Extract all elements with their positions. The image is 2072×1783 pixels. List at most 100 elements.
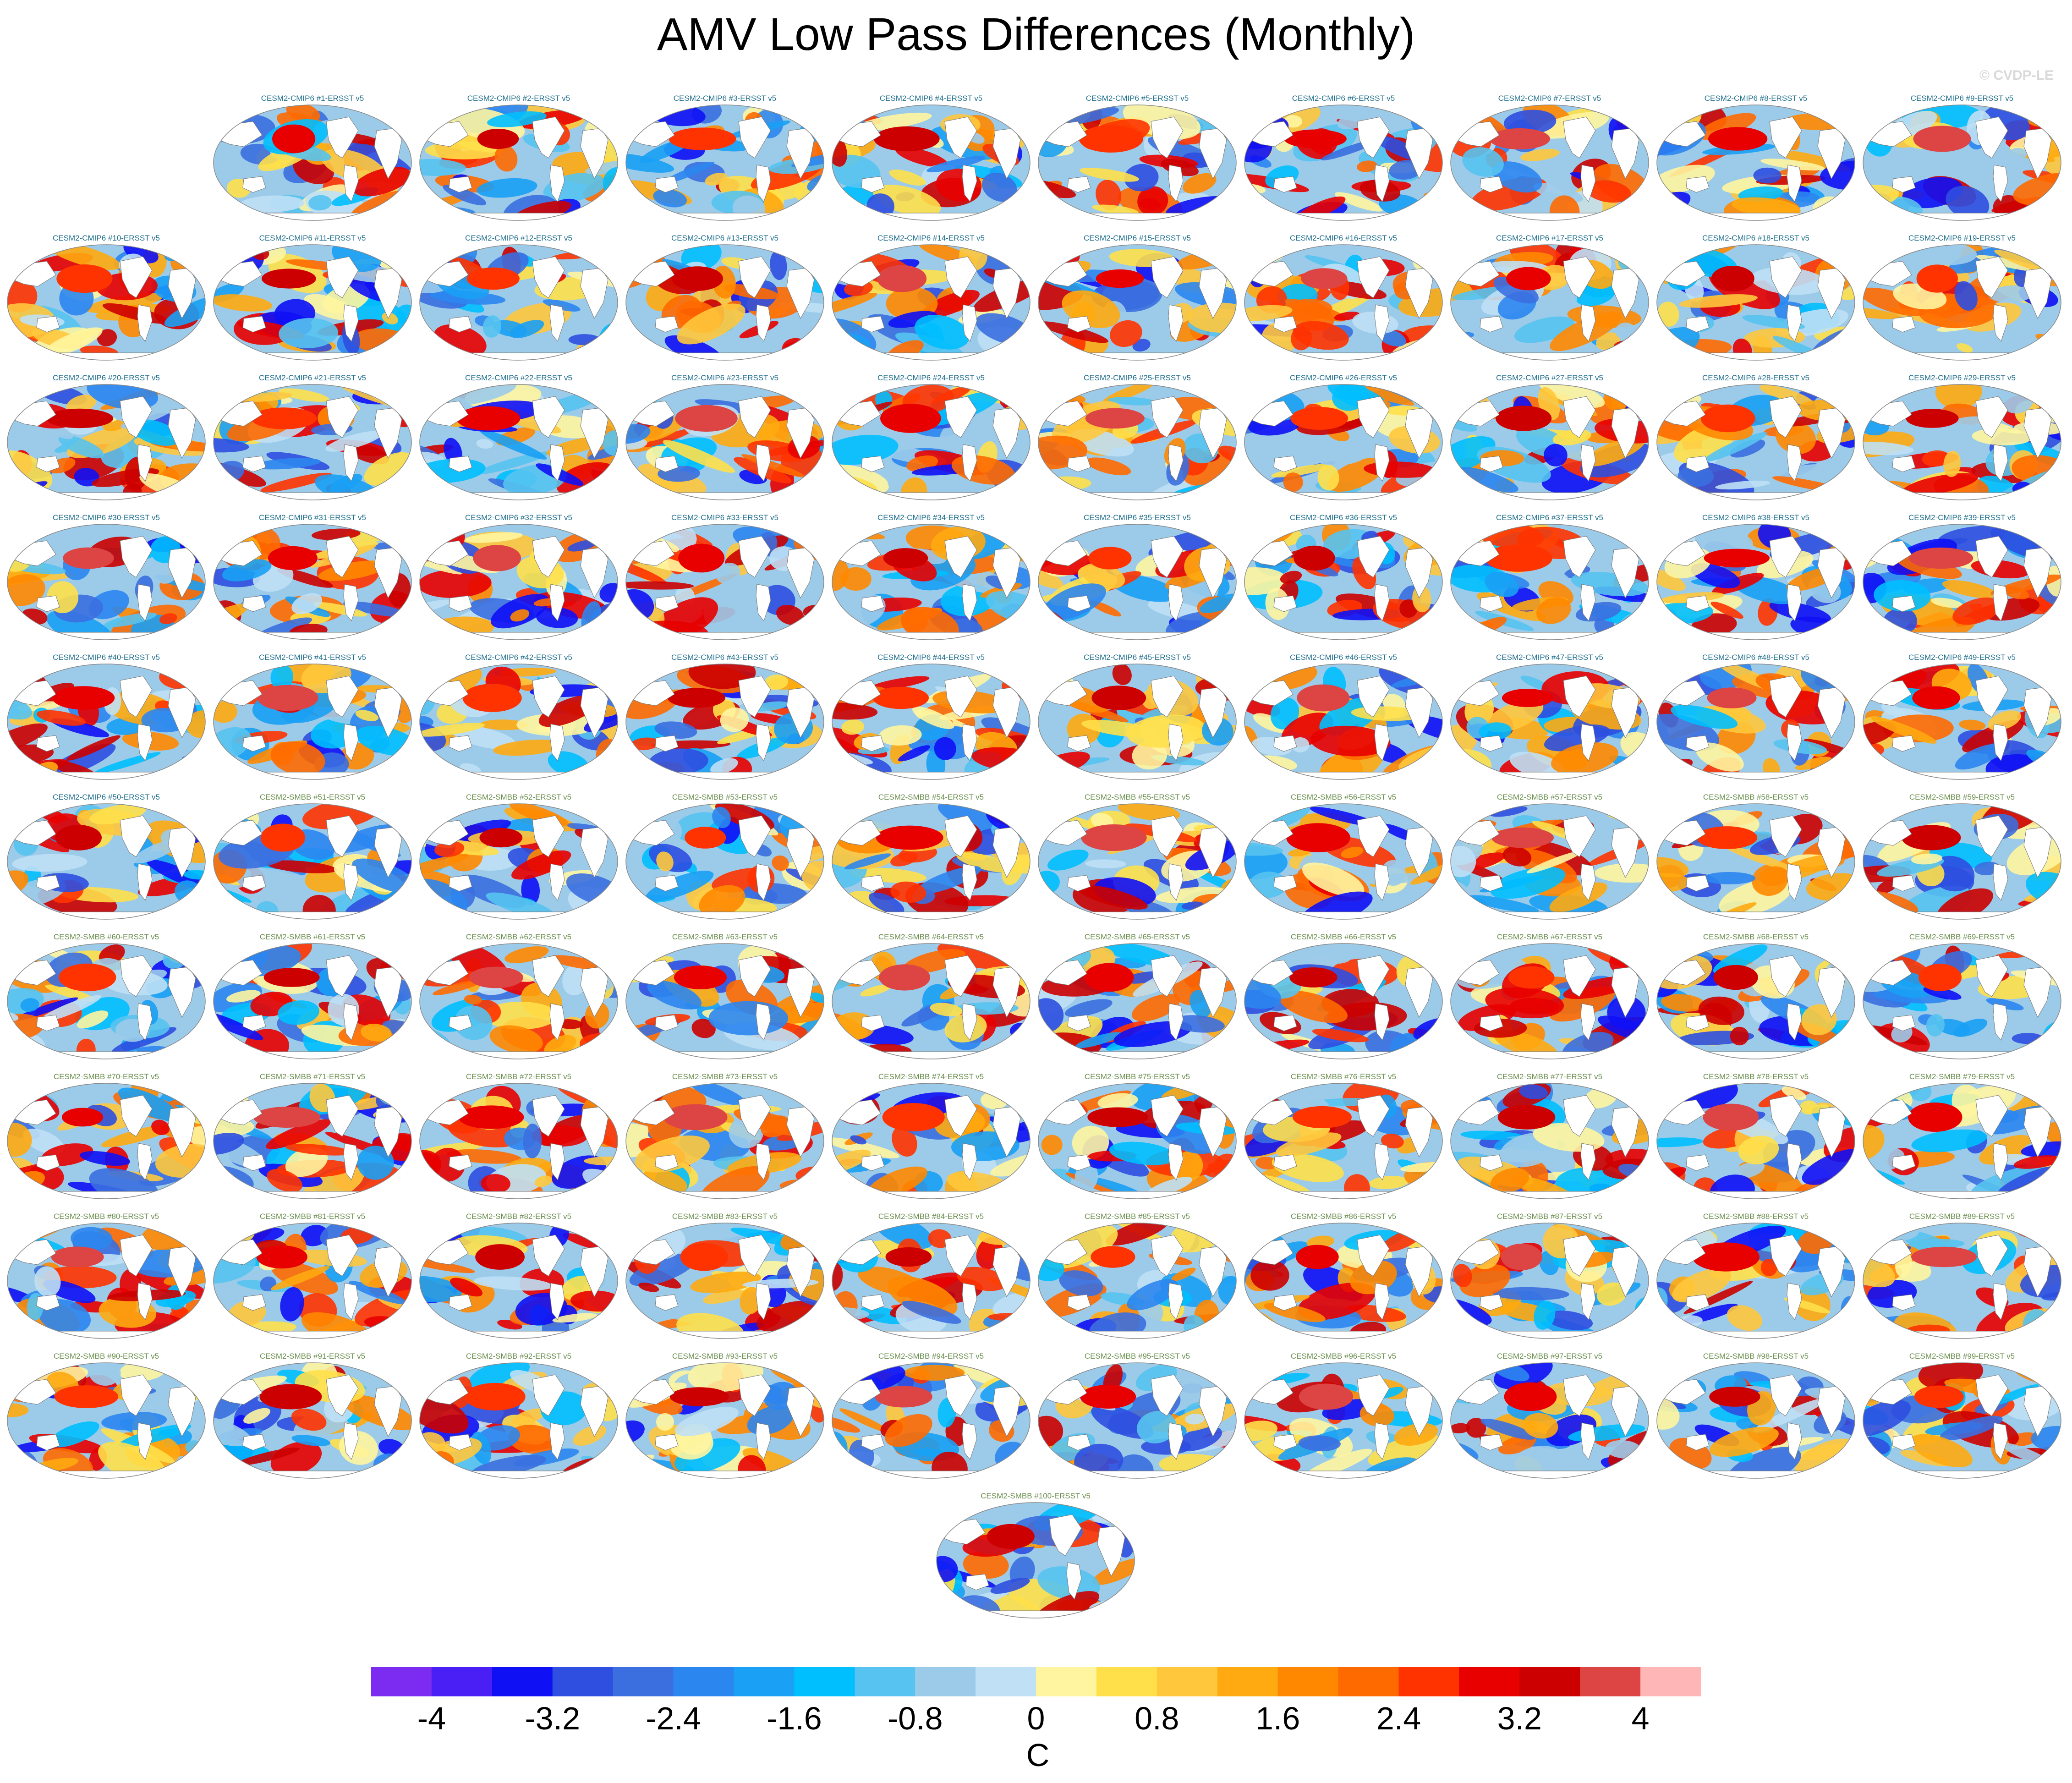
north-pacific-anomaly <box>466 267 520 290</box>
north-pacific-anomaly <box>51 1246 104 1267</box>
anomaly-blob <box>1038 998 1064 1032</box>
anomaly-blob <box>1657 302 1679 327</box>
continent <box>1975 116 2008 159</box>
anomaly-blob <box>844 853 891 870</box>
continent <box>242 316 266 333</box>
continent <box>756 584 771 622</box>
continent <box>1357 116 1390 159</box>
anomaly-blob <box>1957 343 1973 353</box>
world-map <box>832 943 1031 1059</box>
continent <box>1657 1470 1855 1478</box>
anomaly-blob <box>1942 580 1997 598</box>
world-map <box>1244 1362 1443 1479</box>
anomaly-blob <box>151 1119 170 1136</box>
map-outline <box>832 524 1031 640</box>
north-pacific-anomaly <box>462 684 522 712</box>
map-outline <box>625 1083 824 1199</box>
north-pacific-anomaly <box>987 1524 1035 1549</box>
north-pacific-anomaly <box>469 966 523 988</box>
anomaly-blob <box>434 841 465 857</box>
continent <box>1563 256 1596 298</box>
map-panel: CESM2-CMIP6 #13-ERSST v5 <box>624 234 826 363</box>
anomaly-blob <box>1697 113 1756 140</box>
anomaly-blob <box>510 609 530 622</box>
panel-title: CESM2-SMBB #58-ERSST v5 <box>1703 793 1809 801</box>
world-map <box>1244 943 1443 1059</box>
anomaly-blob <box>1703 432 1767 462</box>
continent <box>756 165 771 203</box>
anomaly-blob <box>68 844 141 872</box>
continent <box>343 444 359 482</box>
north-pacific-anomaly <box>1713 965 1758 990</box>
anomaly-blob <box>7 692 33 720</box>
anomaly-blob <box>1834 107 1852 123</box>
anomaly-blob <box>772 855 789 871</box>
continent <box>1863 632 2061 640</box>
north-pacific-anomaly <box>256 1245 307 1269</box>
map-panel: CESM2-SMBB #84-ERSST v5 <box>830 1212 1032 1341</box>
continent <box>1580 1003 1596 1041</box>
map-panel: CESM2-CMIP6 #30-ERSST v5 <box>5 513 207 642</box>
north-pacific-anomaly <box>479 828 523 848</box>
anomaly-blob <box>1615 322 1635 339</box>
map-panel: CESM2-CMIP6 #11-ERSST v5 <box>212 234 413 363</box>
map-outline <box>625 524 824 640</box>
continent <box>1657 911 1855 919</box>
continent <box>832 213 1030 220</box>
north-pacific-anomaly <box>259 1384 322 1410</box>
continent <box>1993 1003 2008 1041</box>
anomaly-blob <box>2035 334 2061 346</box>
north-pacific-anomaly <box>1692 1242 1760 1272</box>
anomaly-blob <box>355 710 378 721</box>
continent <box>242 735 266 752</box>
continent <box>1067 1015 1091 1031</box>
world-map <box>7 384 206 500</box>
anomaly-blob <box>832 1137 900 1158</box>
continent <box>1038 1331 1236 1339</box>
map-outline <box>1656 244 1855 361</box>
world-map <box>419 524 618 640</box>
anomaly-blob <box>382 312 398 324</box>
anomaly-blob <box>1549 882 1607 912</box>
anomaly-blob <box>832 133 847 167</box>
continent <box>7 1051 205 1059</box>
map-panel: CESM2-SMBB #62-ERSST v5 <box>418 933 619 1062</box>
continent <box>137 1143 153 1181</box>
continent <box>1168 304 1184 342</box>
world-map <box>1450 943 1649 1059</box>
anomaly-blob <box>1490 867 1566 899</box>
continent <box>1357 675 1390 718</box>
north-pacific-anomaly <box>1091 686 1146 710</box>
anomaly-blob <box>483 1001 558 1030</box>
anomaly-blob <box>1075 1032 1122 1048</box>
continent <box>1273 1015 1297 1031</box>
anomaly-blob <box>626 153 674 173</box>
world-map <box>1656 384 1855 500</box>
continent <box>832 632 1030 640</box>
anomaly-blob <box>286 105 320 123</box>
continent <box>1244 1331 1442 1339</box>
panel-title: CESM2-CMIP6 #8-ERSST v5 <box>1704 94 1808 103</box>
anomaly-blob <box>1399 599 1418 618</box>
panel-title: CESM2-CMIP6 #38-ERSST v5 <box>1702 513 1809 522</box>
anomaly-blob <box>391 1461 411 1478</box>
anomaly-blob <box>1544 444 1568 466</box>
continent <box>1686 875 1710 892</box>
panel-title: CESM2-SMBB #71-ERSST v5 <box>259 1072 366 1081</box>
anomaly-blob <box>764 675 789 690</box>
world-map <box>213 1362 412 1479</box>
map-panel: CESM2-SMBB #99-ERSST v5 <box>1861 1352 2063 1481</box>
world-map <box>1450 1362 1649 1479</box>
continent <box>944 955 977 997</box>
panel-title: CESM2-SMBB #64-ERSST v5 <box>878 933 984 941</box>
world-map <box>1038 1083 1237 1199</box>
continent <box>738 1095 771 1137</box>
continent <box>1686 595 1710 612</box>
continent <box>420 632 618 640</box>
anomaly-blob <box>20 998 39 1012</box>
continent <box>420 213 618 220</box>
world-map <box>625 943 824 1059</box>
anomaly-blob <box>832 115 841 128</box>
north-pacific-anomaly <box>885 1247 932 1267</box>
colorbar-tick-label: -2.4 <box>646 1701 701 1736</box>
